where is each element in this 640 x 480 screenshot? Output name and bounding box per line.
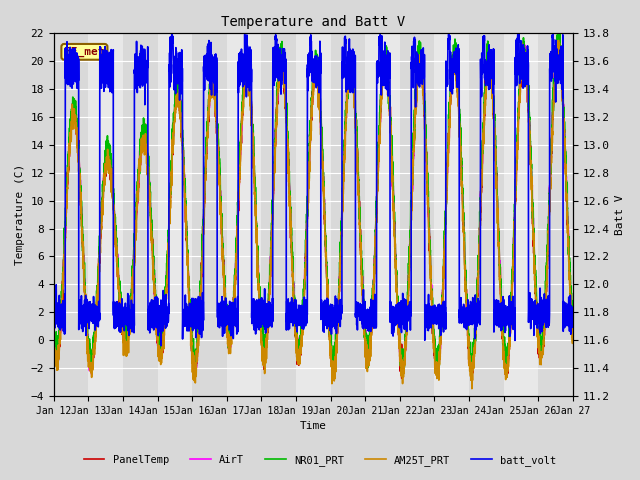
Bar (192, 33, 227, 396)
Bar (400, 33, 435, 396)
Y-axis label: Temperature (C): Temperature (C) (15, 164, 25, 265)
Bar (123, 33, 157, 396)
Title: Temperature and Batt V: Temperature and Batt V (221, 15, 405, 29)
Bar (261, 33, 296, 396)
Y-axis label: Batt V: Batt V (615, 194, 625, 235)
Bar (538, 33, 573, 396)
Bar (469, 33, 504, 396)
X-axis label: Time: Time (300, 421, 327, 432)
Legend: PanelTemp, AirT, NR01_PRT, AM25T_PRT, batt_volt: PanelTemp, AirT, NR01_PRT, AM25T_PRT, ba… (79, 451, 561, 470)
Bar (54, 33, 88, 396)
Text: EE_met: EE_met (64, 47, 105, 57)
Bar (330, 33, 365, 396)
